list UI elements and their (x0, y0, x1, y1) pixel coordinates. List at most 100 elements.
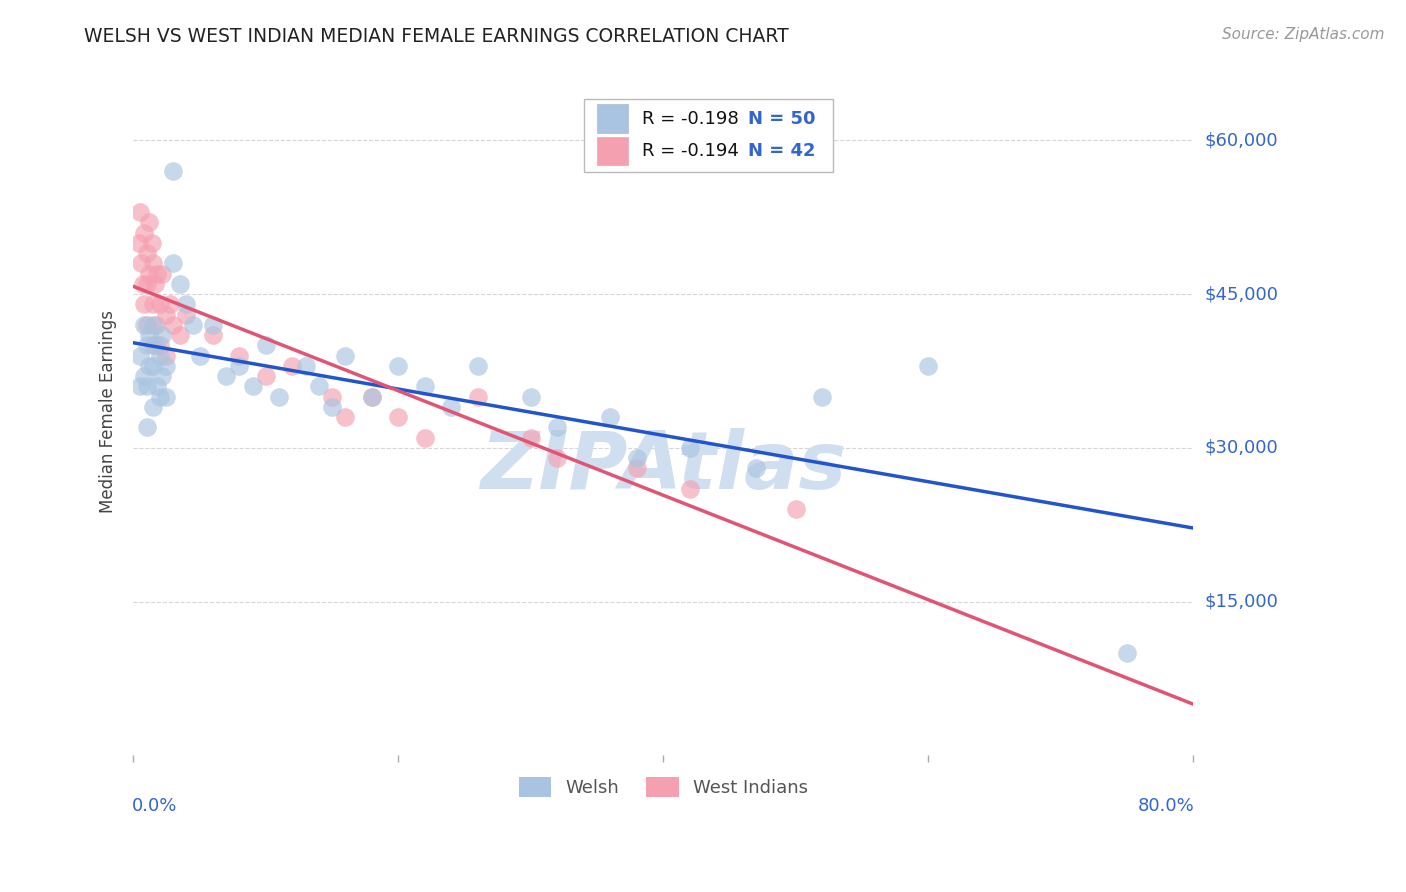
Point (1116, 646, 1139, 660)
Point (467, 390, 489, 404)
Point (281, 359, 304, 373)
Point (152, 369, 174, 384)
Text: N = 50: N = 50 (748, 110, 815, 128)
Point (146, 379, 169, 393)
Point (138, 267, 160, 281)
Point (162, 164, 184, 178)
Text: $45,000: $45,000 (1205, 285, 1278, 303)
Point (360, 390, 382, 404)
Point (520, 431, 543, 445)
Point (321, 400, 343, 414)
Point (215, 369, 238, 384)
Point (321, 390, 343, 404)
Point (138, 328, 160, 343)
Point (155, 349, 177, 363)
Point (135, 420, 157, 434)
Point (142, 359, 165, 373)
Point (145, 318, 167, 332)
Point (413, 431, 436, 445)
Point (155, 308, 177, 322)
Y-axis label: Median Female Earnings: Median Female Earnings (100, 310, 117, 514)
FancyBboxPatch shape (596, 136, 628, 165)
Point (135, 277, 157, 291)
Point (413, 379, 436, 393)
Point (294, 359, 316, 373)
Point (308, 379, 330, 393)
Point (149, 349, 172, 363)
Point (135, 318, 157, 332)
Point (242, 379, 264, 393)
Point (811, 390, 834, 404)
Point (626, 451, 648, 466)
Point (141, 235, 163, 250)
Point (254, 338, 277, 352)
FancyBboxPatch shape (596, 104, 628, 133)
Point (169, 328, 191, 343)
Point (679, 482, 702, 496)
Point (129, 205, 152, 219)
Point (626, 461, 648, 475)
Point (387, 359, 409, 373)
Point (145, 338, 167, 352)
Text: R = -0.198: R = -0.198 (643, 110, 740, 128)
Point (162, 256, 184, 270)
Point (142, 318, 165, 332)
Point (149, 297, 172, 311)
Point (176, 297, 198, 311)
Point (135, 338, 157, 352)
Point (132, 318, 155, 332)
Point (335, 349, 357, 363)
FancyBboxPatch shape (583, 99, 832, 171)
Point (131, 277, 153, 291)
Point (129, 349, 152, 363)
Text: Source: ZipAtlas.com: Source: ZipAtlas.com (1222, 27, 1385, 42)
Point (546, 420, 568, 434)
Point (228, 359, 250, 373)
Point (149, 338, 172, 352)
Point (135, 379, 157, 393)
Point (132, 369, 155, 384)
Point (169, 277, 191, 291)
Point (129, 379, 152, 393)
Point (201, 328, 224, 343)
Point (228, 349, 250, 363)
Point (181, 318, 204, 332)
Point (679, 441, 702, 455)
Point (142, 400, 165, 414)
Point (467, 359, 489, 373)
Point (785, 502, 807, 516)
Point (188, 349, 211, 363)
Point (335, 410, 357, 425)
Text: $60,000: $60,000 (1205, 131, 1278, 149)
Point (155, 390, 177, 404)
Point (162, 318, 184, 332)
Text: N = 42: N = 42 (748, 142, 815, 160)
Point (520, 390, 543, 404)
Point (146, 267, 169, 281)
Point (135, 246, 157, 260)
Point (599, 410, 621, 425)
Text: $30,000: $30,000 (1205, 439, 1278, 457)
Point (142, 256, 165, 270)
Point (132, 297, 155, 311)
Point (176, 308, 198, 322)
Point (440, 400, 463, 414)
Point (149, 390, 172, 404)
Point (138, 359, 160, 373)
Legend: Welsh, West Indians: Welsh, West Indians (512, 770, 815, 805)
Point (142, 338, 165, 352)
Point (387, 410, 409, 425)
Point (143, 277, 166, 291)
Point (201, 318, 224, 332)
Text: 0.0%: 0.0% (132, 797, 177, 814)
Text: 80.0%: 80.0% (1137, 797, 1195, 814)
Text: ZIPAtlas: ZIPAtlas (481, 428, 846, 506)
Point (132, 226, 155, 240)
Point (142, 297, 165, 311)
Point (360, 390, 382, 404)
Point (152, 267, 174, 281)
Point (152, 328, 174, 343)
Point (159, 297, 181, 311)
Text: WELSH VS WEST INDIAN MEDIAN FEMALE EARNINGS CORRELATION CHART: WELSH VS WEST INDIAN MEDIAN FEMALE EARNI… (84, 27, 789, 45)
Point (546, 451, 568, 466)
